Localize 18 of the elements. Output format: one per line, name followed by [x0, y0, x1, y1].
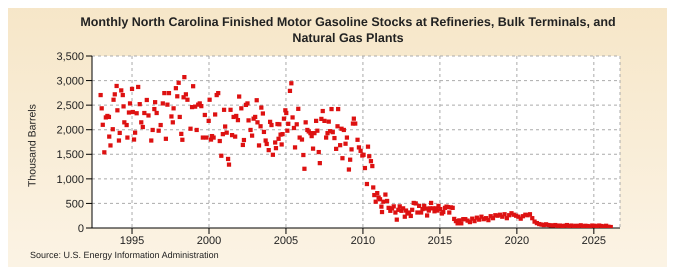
x-tick-label: 2025 — [582, 234, 606, 247]
x-tick-label: 2020 — [504, 234, 530, 247]
y-tick-label: 2,500 — [56, 100, 84, 112]
y-tick-label: 3,500 — [56, 50, 84, 63]
x-tick-label: 2005 — [274, 234, 298, 247]
y-tick-label: 500 — [66, 198, 84, 210]
y-tick-label: 3,000 — [56, 75, 84, 88]
x-tick-label: 1995 — [120, 234, 144, 247]
y-tick-label: 1,000 — [56, 174, 84, 186]
x-tick-label: 2015 — [428, 234, 452, 247]
x-tick-label: 2000 — [196, 234, 222, 247]
y-tick-label: 1,500 — [56, 149, 84, 162]
y-tick-label: 0 — [78, 222, 84, 235]
source-note: Source: U.S. Energy Information Administration — [30, 250, 219, 260]
x-tick-label: 2010 — [350, 234, 376, 247]
chart-title: Monthly North Carolina Finished Motor Gasoline Stocks at Refineries, Bulk Terminals, and Natural Gas Plants — [79, 14, 617, 46]
y-tick-label: 2,000 — [56, 124, 84, 137]
y-axis-title: Thousand Barrels — [26, 104, 39, 187]
